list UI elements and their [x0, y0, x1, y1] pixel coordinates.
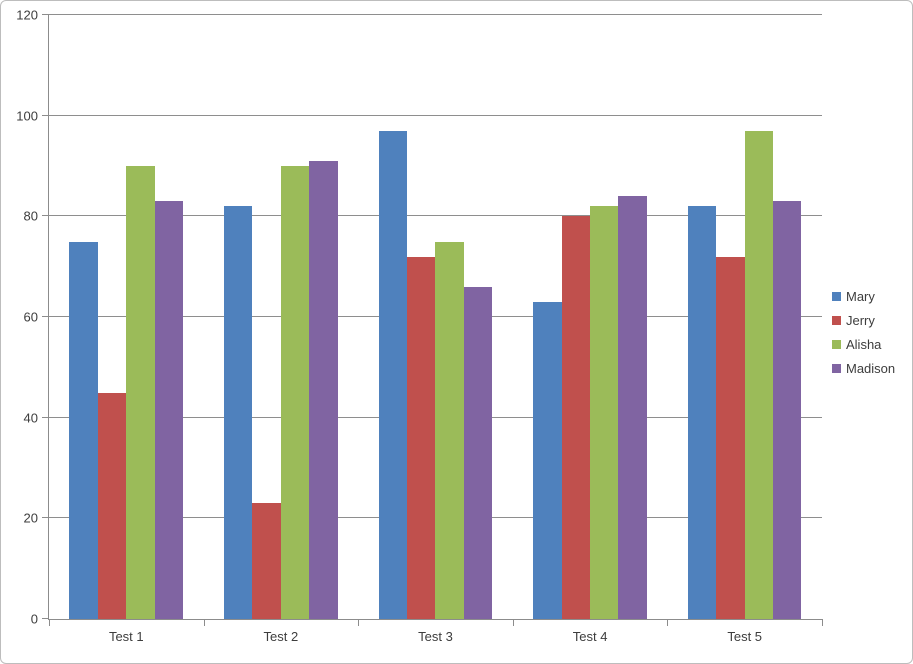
y-axis-tick-label: 80 — [23, 208, 38, 224]
bar-alisha-test-1 — [126, 166, 155, 619]
y-axis-tick — [42, 14, 49, 15]
legend-item-mary: Mary — [832, 284, 895, 308]
y-axis-tick-label: 100 — [16, 108, 38, 124]
x-axis-category-label: Test 4 — [572, 629, 608, 644]
legend-swatch-madison — [832, 363, 841, 373]
y-axis-tick — [42, 618, 49, 619]
x-axis-tick — [667, 619, 668, 626]
bar-jerry-test-5 — [716, 256, 745, 619]
bar-madison-test-2 — [309, 160, 338, 619]
y-axis-tick — [42, 416, 49, 418]
x-axis-category-label: Test 2 — [263, 629, 299, 644]
x-axis-category-label: Test 5 — [727, 629, 763, 644]
category-group-test-1: Test 1 — [49, 15, 204, 644]
gridline-80 — [49, 215, 822, 217]
bar-mary-test-5 — [687, 206, 717, 619]
bar-alisha-test-5 — [744, 130, 774, 619]
x-axis-tick — [513, 619, 514, 626]
bar-madison-test-5 — [773, 201, 802, 619]
x-axis-category-label: Test 3 — [418, 629, 453, 644]
legend-swatch-jerry — [832, 315, 841, 325]
bar-mary-test-4 — [533, 301, 562, 619]
legend-item-jerry: Jerry — [832, 308, 895, 332]
legend-swatch-alisha — [832, 339, 841, 349]
y-axis-tick — [42, 215, 49, 217]
bar-jerry-test-1 — [97, 392, 127, 619]
y-axis-tick-label: 120 — [16, 7, 38, 23]
bar-alisha-test-4 — [590, 206, 619, 619]
bar-madison-test-3 — [463, 286, 493, 619]
bar-mary-test-2 — [224, 206, 253, 619]
y-axis-tick — [42, 316, 49, 317]
legend-label-mary: Mary — [846, 288, 875, 304]
bar-mary-test-1 — [69, 241, 98, 619]
gridline-120 — [49, 14, 822, 15]
bar-jerry-test-3 — [407, 256, 436, 619]
x-axis-tick — [204, 619, 205, 626]
y-axis-tick — [42, 114, 49, 116]
plot-area: 0 20 40 60 80 100 120 Test 1 Test 2 Test 3 Test 4 T… — [16, 8, 823, 644]
x-axis-category-label: Test 1 — [108, 629, 144, 644]
category-group-test-5: Test 5 — [667, 15, 822, 644]
y-axis-tick-label: 20 — [23, 510, 38, 526]
bar-mary-test-3 — [378, 130, 408, 619]
x-axis-tick — [358, 619, 359, 626]
bar-madison-test-4 — [618, 196, 647, 619]
legend-label-alisha: Alisha — [846, 336, 882, 352]
x-axis-tick — [49, 619, 50, 626]
category-group-test-4: Test 4 — [513, 15, 668, 644]
legend-label-madison: Madison — [846, 360, 896, 376]
y-axis-tick-label: 0 — [30, 611, 38, 627]
y-axis-tick-label: 40 — [23, 410, 38, 426]
legend-label-jerry: Jerry — [846, 312, 875, 328]
category-group-test-3: Test 3 — [358, 15, 513, 644]
gridline-100 — [49, 114, 822, 116]
legend-item-alisha: Alisha — [832, 332, 895, 356]
legend: Mary Jerry Alisha Madison — [832, 284, 895, 380]
category-group-test-2: Test 2 — [204, 15, 359, 644]
y-axis-tick-label: 60 — [23, 309, 38, 325]
bar-alisha-test-2 — [280, 166, 310, 619]
legend-item-madison: Madison — [832, 356, 895, 380]
legend-swatch-mary — [832, 291, 841, 301]
y-axis-tick — [42, 517, 49, 519]
x-axis-tick — [822, 619, 823, 626]
bar-jerry-test-2 — [252, 503, 281, 619]
bar-alisha-test-3 — [435, 241, 464, 619]
bar-madison-test-1 — [154, 201, 184, 619]
bar-jerry-test-4 — [561, 216, 591, 619]
